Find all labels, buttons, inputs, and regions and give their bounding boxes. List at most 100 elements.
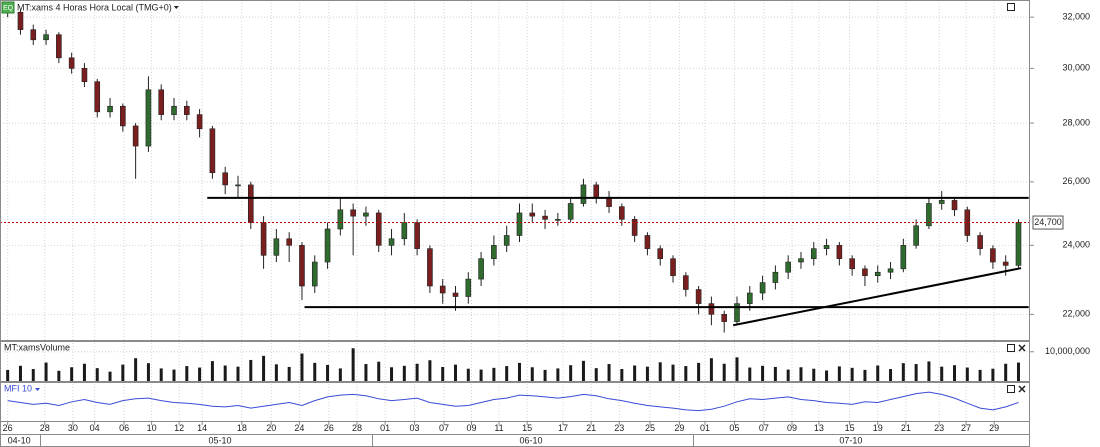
- volume-bar: [454, 364, 458, 381]
- price-panel-frame: [0, 0, 1030, 341]
- volume-bar: [402, 365, 406, 381]
- candle-body: [862, 268, 868, 276]
- candle-body: [273, 238, 280, 256]
- volume-bar: [965, 367, 969, 381]
- dropdown-caret[interactable]: [35, 388, 41, 391]
- candle-body: [555, 219, 561, 221]
- volume-bar: [620, 369, 624, 381]
- month-label: 05-10: [209, 435, 232, 445]
- x-tick-label: 24: [294, 423, 304, 433]
- candle-body: [1015, 222, 1022, 266]
- candle-body: [184, 105, 190, 115]
- volume-bar: [236, 366, 240, 381]
- volume-bar: [671, 364, 675, 381]
- candle-body: [350, 209, 356, 217]
- volume-bar: [300, 353, 304, 381]
- candle-body: [900, 245, 907, 270]
- candle-body: [68, 57, 75, 69]
- volume-bar: [556, 368, 560, 381]
- x-tick-label: 29: [989, 423, 999, 433]
- x-tick-label: 12: [174, 423, 184, 433]
- candle-body: [414, 222, 420, 249]
- volume-bar: [607, 364, 611, 381]
- close-button[interactable]: [1018, 344, 1026, 352]
- candle-body: [209, 128, 216, 174]
- y-tick-label: 30,000: [1062, 63, 1090, 73]
- candle-body: [311, 261, 318, 287]
- candle-body: [990, 248, 996, 263]
- volume-bar: [377, 361, 381, 381]
- x-tick-label: 29: [674, 423, 684, 433]
- volume-bar: [594, 368, 598, 381]
- x-tick-label: 23: [934, 423, 944, 433]
- x-tick-label: 09: [787, 423, 797, 433]
- x-tick-label: 28: [40, 423, 50, 433]
- volume-bar: [338, 368, 342, 381]
- volume-bar: [812, 368, 816, 381]
- candle-body: [324, 228, 331, 263]
- candle-body: [260, 222, 267, 256]
- x-tick-label: 09: [466, 423, 476, 433]
- x-tick-label: 07: [759, 423, 769, 433]
- candle-body: [823, 245, 830, 249]
- maximize-button[interactable]: [1007, 3, 1015, 11]
- volume-bar: [786, 369, 790, 381]
- volume-bar: [543, 369, 547, 381]
- chart-title: MT:xams 4 Horas Hora Local (TMG+0): [17, 2, 172, 12]
- maximize-button[interactable]: [1007, 344, 1015, 352]
- last-price-label: 24,700: [1034, 217, 1062, 227]
- x-tick-label: 01: [700, 423, 710, 433]
- volume-bar: [479, 369, 483, 381]
- badge-icon[interactable]: [1, 1, 15, 14]
- volume-bar: [82, 363, 86, 381]
- y-tick-label: 32,000: [1062, 12, 1090, 22]
- volume-bar: [441, 366, 445, 381]
- candle-body: [683, 275, 689, 290]
- volume-bar: [134, 358, 138, 381]
- volume-bar: [466, 368, 470, 381]
- close-button[interactable]: [1018, 385, 1026, 393]
- volume-bar: [287, 366, 291, 381]
- candle-body: [926, 203, 932, 227]
- volume-bar: [722, 363, 726, 381]
- candle-body: [708, 303, 715, 315]
- x-tick-label: 21: [901, 423, 911, 433]
- volume-bar: [927, 361, 931, 381]
- volume-bar: [709, 358, 713, 381]
- y-tick-label: 24,000: [1062, 240, 1090, 250]
- x-tick-label: 13: [814, 423, 824, 433]
- volume-bar: [1016, 362, 1020, 381]
- x-tick-label: 18: [237, 423, 247, 433]
- volume-bar: [121, 364, 125, 381]
- candle-body: [938, 200, 945, 204]
- maximize-button[interactable]: [1007, 385, 1015, 393]
- candle-body: [478, 258, 484, 280]
- candle-body: [158, 89, 165, 115]
- volume-bar: [901, 363, 905, 381]
- candle-body: [452, 292, 459, 297]
- volume-bar: [223, 365, 227, 381]
- x-tick-label: 07: [439, 423, 449, 433]
- candle-body: [631, 219, 638, 236]
- volume-bar: [517, 362, 521, 381]
- candle-body: [836, 245, 843, 259]
- volume-title: MT:xamsVolume: [4, 342, 70, 352]
- dropdown-caret[interactable]: [173, 6, 179, 9]
- volume-bar: [978, 369, 982, 381]
- candle-body: [593, 184, 600, 198]
- x-tick-label: 04: [90, 423, 100, 433]
- month-label: 04-10: [8, 435, 31, 445]
- volume-bar: [70, 367, 74, 381]
- mfi-title: MFI 10: [4, 383, 32, 393]
- volume-bar: [6, 369, 10, 381]
- candle-body: [746, 292, 753, 304]
- badge-label: EQ: [3, 5, 14, 12]
- y-tick-label: 28,000: [1062, 117, 1090, 127]
- candle-body: [657, 248, 664, 259]
- volume-bar: [748, 367, 752, 381]
- volume-bar: [876, 365, 880, 381]
- candle-body: [503, 235, 510, 246]
- candle-body: [427, 248, 433, 287]
- candle-body: [299, 245, 305, 287]
